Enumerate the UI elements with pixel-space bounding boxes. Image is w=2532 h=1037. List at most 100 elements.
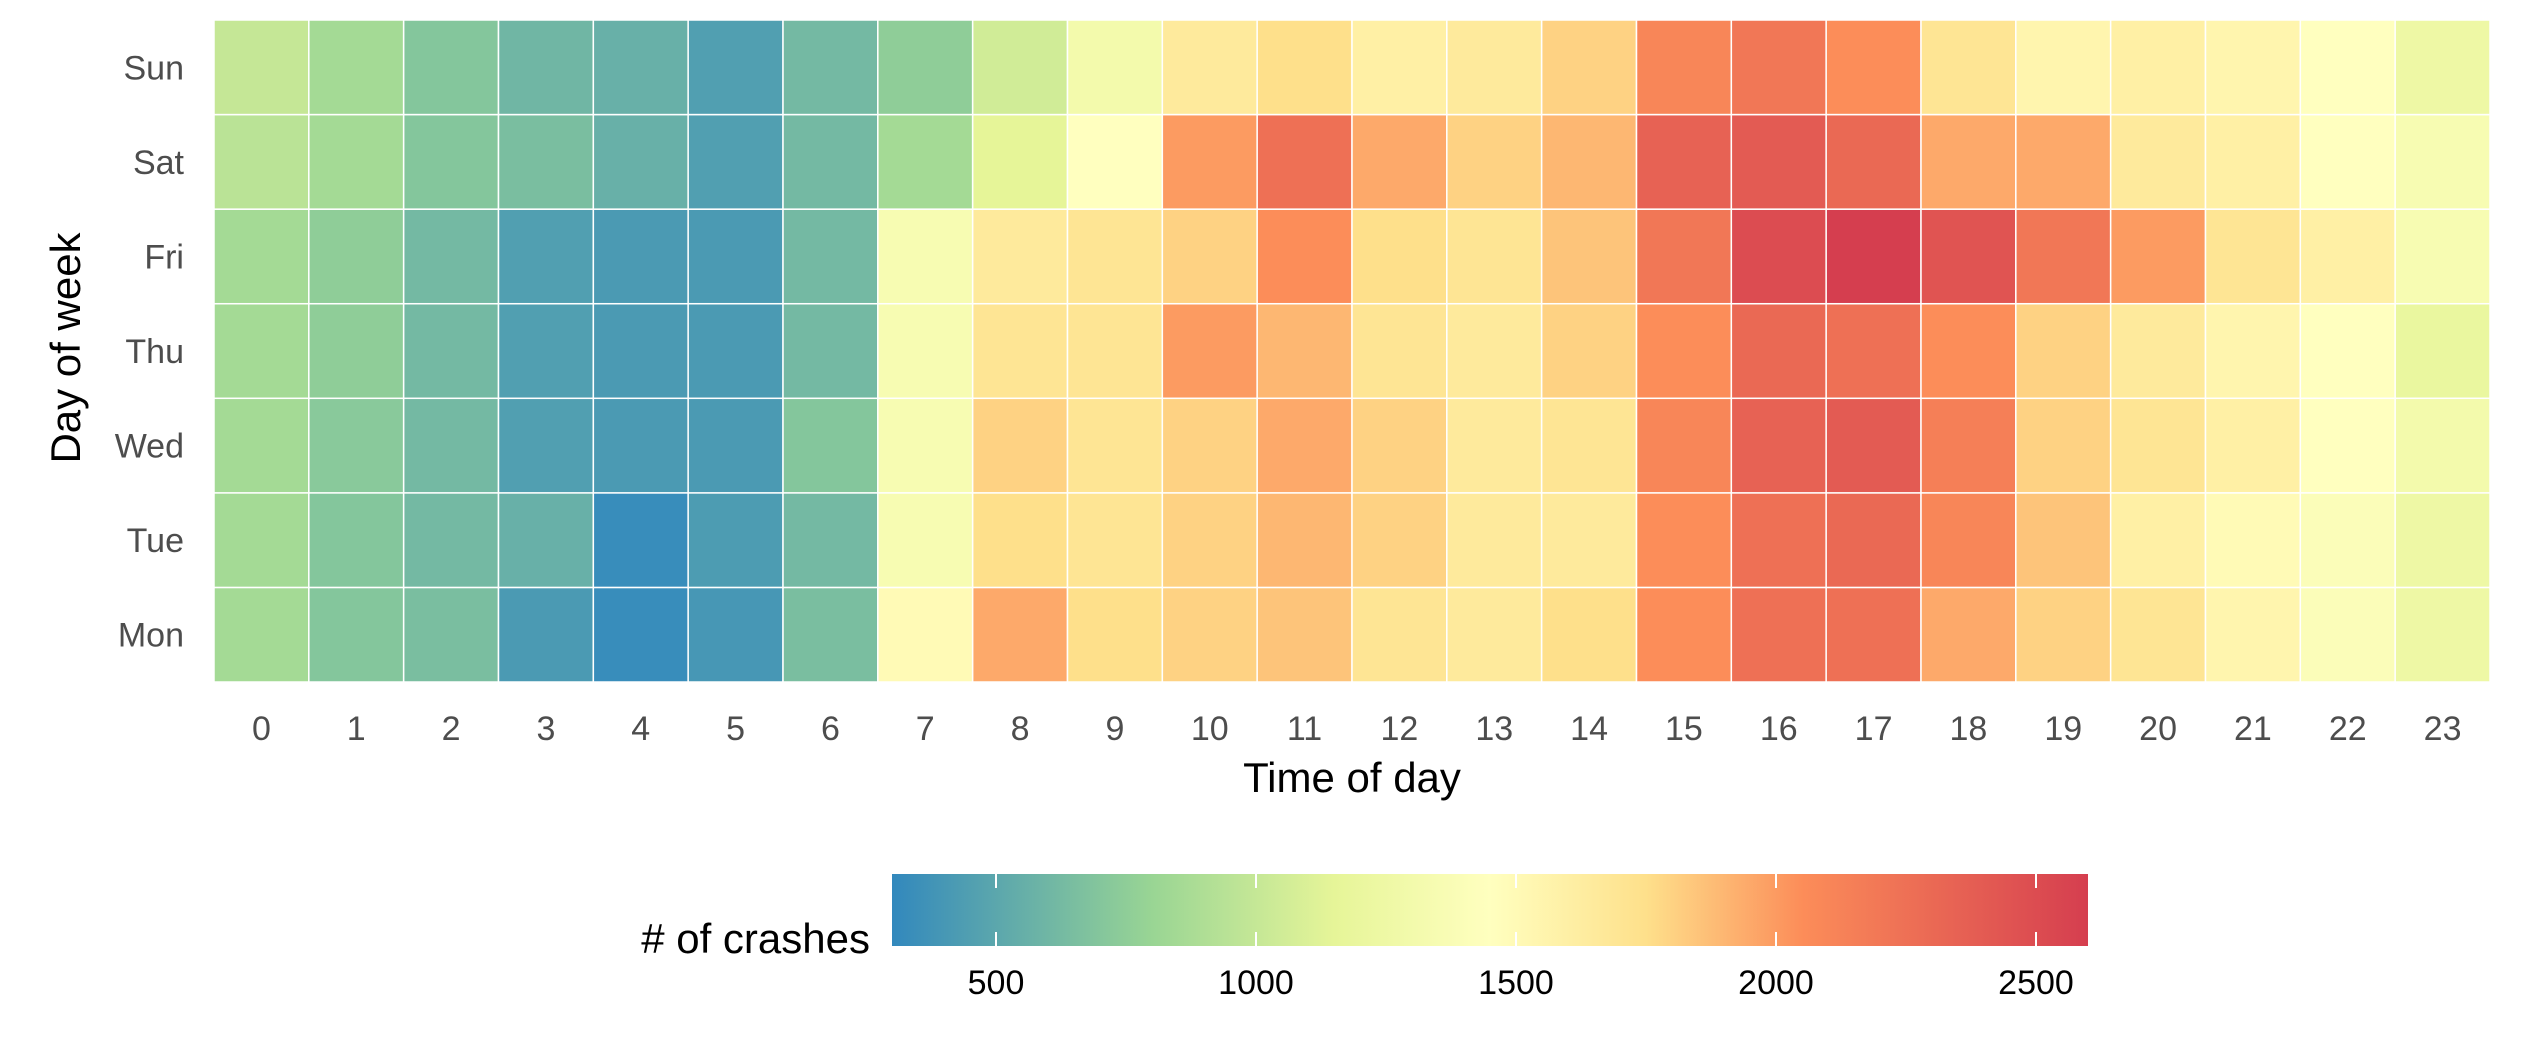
heatmap-cell-tue-3 (497, 492, 595, 589)
heatmap-cell-sat-7 (877, 113, 974, 210)
legend-tick-label-2500: 2500 (1998, 964, 2074, 1002)
heatmap-cell-sat-2 (402, 113, 500, 210)
heatmap-cell-wed-19 (2015, 397, 2112, 494)
x-tick-label-10: 10 (1191, 710, 1229, 748)
heatmap-cell-tue-5 (687, 492, 784, 589)
heatmap-cell-sun-22 (2299, 19, 2396, 116)
heatmap-cell-fri-15 (1635, 208, 1733, 305)
legend-tick-label-2000: 2000 (1738, 964, 1814, 1002)
y-tick-label-mon: Mon (118, 617, 184, 655)
heatmap-cell-wed-9 (1066, 397, 1164, 494)
heatmap-cell-sun-12 (1351, 19, 1448, 116)
x-tick-label-9: 9 (1105, 710, 1124, 748)
heatmap-cell-mon-5 (687, 586, 784, 683)
heatmap-cell-mon-18 (1920, 586, 2017, 683)
heatmap-cell-fri-7 (877, 208, 974, 305)
heatmap-cell-thu-15 (1635, 302, 1733, 400)
heatmap-cell-wed-8 (971, 397, 1069, 494)
heatmap-cell-fri-12 (1351, 208, 1448, 305)
x-tick-label-4: 4 (631, 710, 650, 748)
heatmap-cell-wed-14 (1540, 397, 1638, 494)
x-tick-label-21: 21 (2234, 710, 2272, 748)
heatmap-cell-mon-22 (2299, 586, 2396, 683)
heatmap-cell-thu-18 (1920, 302, 2017, 400)
heatmap-cell-sun-23 (2394, 19, 2491, 116)
heatmap-cell-wed-5 (687, 397, 784, 494)
legend-title: # of crashes (641, 915, 870, 962)
heatmap-cell-sun-9 (1066, 19, 1164, 116)
heatmap-cell-sat-10 (1161, 113, 1258, 210)
heatmap-cell-thu-1 (308, 302, 405, 400)
y-tick-label-sat: Sat (133, 144, 185, 182)
heatmap-cell-mon-4 (592, 586, 689, 683)
heatmap-cell-sun-7 (877, 19, 974, 116)
heatmap-cell-sun-11 (1256, 19, 1353, 116)
x-tick-label-11: 11 (1287, 710, 1322, 748)
heatmap-cell-sat-23 (2394, 113, 2491, 210)
heatmap-cell-mon-3 (497, 586, 595, 683)
y-axis-title: Day of week (42, 231, 89, 463)
x-tick-label-8: 8 (1011, 710, 1030, 748)
heatmap-cell-sat-5 (687, 113, 784, 210)
heatmap-cell-fri-17 (1825, 208, 1922, 305)
x-tick-label-3: 3 (536, 710, 555, 748)
heatmap-cell-fri-16 (1730, 208, 1827, 305)
heatmap-cell-sat-22 (2299, 113, 2396, 210)
heatmap-cell-tue-22 (2299, 492, 2396, 589)
heatmap-cell-sat-6 (782, 113, 879, 210)
heatmap-cell-sun-4 (592, 19, 689, 116)
heatmap-cell-thu-4 (592, 302, 689, 400)
heatmap-cell-fri-9 (1066, 208, 1164, 305)
legend-tick-label-1000: 1000 (1218, 964, 1294, 1002)
heatmap-cell-thu-0 (213, 302, 310, 400)
heatmap-cell-tue-1 (308, 492, 405, 589)
heatmap-cell-sun-1 (308, 19, 405, 116)
heatmap-cell-sat-8 (971, 113, 1069, 210)
heatmap-cell-wed-18 (1920, 397, 2017, 494)
heatmap-cell-sat-4 (592, 113, 689, 210)
heatmap-cell-sat-15 (1635, 113, 1733, 210)
heatmap-cell-tue-2 (402, 492, 500, 589)
heatmap-cell-mon-14 (1540, 586, 1638, 683)
heatmap-cell-fri-20 (2109, 208, 2207, 305)
x-axis-title: Time of day (1243, 754, 1461, 801)
heatmap-cell-sun-8 (971, 19, 1069, 116)
heatmap-cell-sat-0 (213, 113, 310, 210)
heatmap-cell-wed-23 (2394, 397, 2491, 494)
x-tick-label-22: 22 (2329, 710, 2367, 748)
heatmap-cell-fri-1 (308, 208, 405, 305)
heatmap-cell-sat-16 (1730, 113, 1827, 210)
x-tick-label-15: 15 (1665, 710, 1703, 748)
heatmap-cell-fri-21 (2204, 208, 2302, 305)
x-tick-labels: 0 1 2 3 4 5 6 7 8 9 10 11 12 13 14 15 16 17 18 19 20 21 22 23 (252, 710, 2462, 748)
heatmap-cell-thu-12 (1351, 302, 1448, 400)
heatmap-cell-sat-20 (2109, 113, 2207, 210)
heatmap-cell-sun-2 (402, 19, 500, 116)
heatmap-cell-mon-2 (402, 586, 500, 683)
x-tick-label-16: 16 (1760, 710, 1798, 748)
heatmap-cell-thu-11 (1256, 302, 1353, 400)
heatmap-cell-fri-3 (497, 208, 595, 305)
heatmap-cell-wed-13 (1446, 397, 1543, 494)
heatmap-cell-wed-7 (877, 397, 974, 494)
heatmap-cell-tue-6 (782, 492, 879, 589)
heatmap-cell-mon-20 (2109, 586, 2207, 683)
heatmap-cell-mon-21 (2204, 586, 2302, 683)
heatmap-cell-sat-18 (1920, 113, 2017, 210)
heatmap-cell-sat-9 (1066, 113, 1164, 210)
heatmap-cell-sun-20 (2109, 19, 2207, 116)
heatmap-cell-thu-6 (782, 302, 879, 400)
heatmap-cell-sat-11 (1256, 113, 1353, 210)
heatmap-cell-sat-14 (1540, 113, 1638, 210)
heatmap-cell-wed-4 (592, 397, 689, 494)
x-tick-label-12: 12 (1381, 710, 1419, 748)
x-tick-label-5: 5 (726, 710, 745, 748)
x-tick-label-20: 20 (2139, 710, 2177, 748)
heatmap-cell-wed-6 (782, 397, 879, 494)
heatmap-cell-thu-2 (402, 302, 500, 400)
heatmap-cell-sun-21 (2204, 19, 2302, 116)
heatmap-cell-tue-12 (1351, 492, 1448, 589)
heatmap-cell-sat-21 (2204, 113, 2302, 210)
heatmap-cell-tue-15 (1635, 492, 1733, 589)
heatmap-cell-sun-18 (1920, 19, 2017, 116)
